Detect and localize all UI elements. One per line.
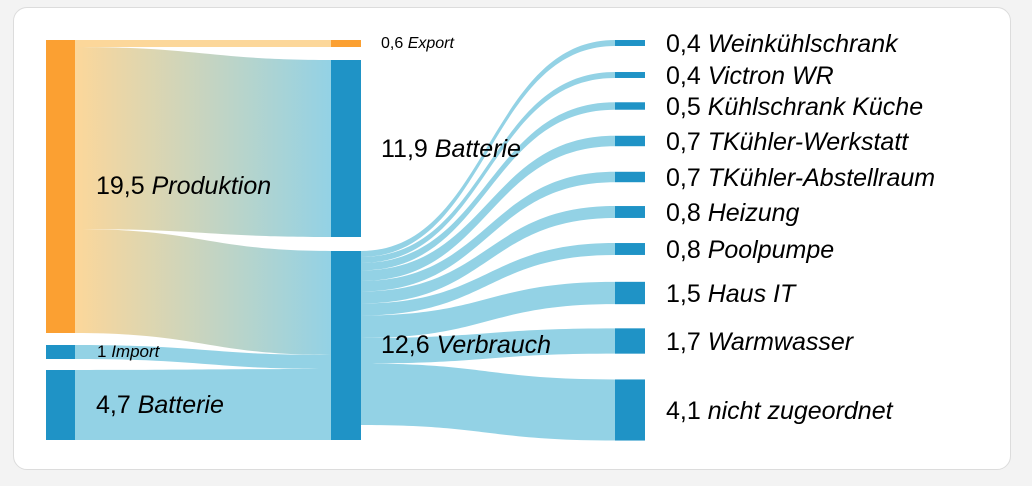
consumer-value: 0,8 — [666, 199, 708, 227]
consumer-value: 0,7 — [666, 164, 708, 192]
consumer-name: TKühler-Werkstatt — [708, 128, 910, 156]
label-produktion: 19,5 Produktion — [96, 172, 271, 200]
consumer-flows — [361, 40, 615, 441]
node-consumer-0[interactable] — [615, 40, 645, 46]
node-consumer-5[interactable] — [615, 206, 645, 218]
batterie-in-value: 4,7 — [96, 391, 131, 419]
label-batterie-out: 11,9 Batterie — [381, 135, 521, 163]
consumer-value: 1,7 — [666, 328, 708, 356]
consumer-value: 0,5 — [666, 93, 708, 121]
produktion-name: Produktion — [152, 172, 272, 200]
consumer-name: Poolpumpe — [708, 236, 834, 264]
label-batterie-in: 4,7 Batterie — [96, 391, 224, 419]
import-name: Import — [111, 342, 160, 361]
node-consumer-2[interactable] — [615, 102, 645, 110]
label-consumer-8: 1,7 Warmwasser — [666, 328, 855, 356]
flow-verbrauch-consumer-6[interactable] — [361, 243, 615, 316]
node-batterie-out[interactable] — [331, 60, 361, 237]
flow-verbrauch-consumer-5[interactable] — [361, 206, 615, 304]
flow-verbrauch-consumer-2[interactable] — [361, 102, 615, 271]
flow-verbrauch-consumer-7[interactable] — [361, 281, 615, 338]
verbrauch-value: 12,6 — [381, 331, 430, 359]
node-consumer-4[interactable] — [615, 171, 645, 183]
consumer-value: 0,4 — [666, 62, 708, 90]
consumer-name: nicht zugeordnet — [708, 397, 894, 425]
node-consumer-7[interactable] — [615, 281, 645, 305]
consumer-name: Warmwasser — [708, 328, 855, 356]
batterie-out-value: 11,9 — [381, 135, 428, 163]
node-produktion[interactable] — [46, 40, 75, 333]
consumer-name: Victron WR — [708, 62, 834, 90]
flow-import-verbrauch[interactable] — [75, 345, 331, 369]
node-consumer-3[interactable] — [615, 135, 645, 147]
label-import: 1 Import — [97, 342, 161, 361]
import-value: 1 — [97, 342, 106, 361]
flow-produktion-export[interactable] — [75, 40, 331, 47]
node-consumer-1[interactable] — [615, 72, 645, 78]
batterie-in-name: Batterie — [138, 391, 224, 419]
label-consumer-9: 4,1 nicht zugeordnet — [666, 397, 894, 425]
flow-produktion-batterie[interactable] — [75, 47, 331, 237]
consumer-name: Weinkühlschrank — [708, 30, 899, 58]
label-export: 0,6 Export — [381, 35, 455, 52]
node-verbrauch[interactable] — [331, 251, 361, 440]
consumer-value: 1,5 — [666, 280, 708, 308]
flow-verbrauch-consumer-8[interactable] — [361, 328, 615, 364]
produktion-value: 19,5 — [96, 172, 145, 200]
consumer-name: TKühler-Abstellraum — [708, 164, 935, 192]
consumer-value: 4,1 — [666, 397, 708, 425]
consumer-name: Kühlschrank Küche — [708, 93, 923, 121]
node-export[interactable] — [331, 40, 361, 47]
flow-verbrauch-consumer-0[interactable] — [361, 40, 615, 257]
batterie-out-name: Batterie — [435, 135, 521, 163]
node-batterie-in[interactable] — [46, 370, 75, 440]
node-import[interactable] — [46, 345, 75, 359]
node-consumer-8[interactable] — [615, 328, 645, 354]
flow-batterie-verbrauch[interactable] — [75, 369, 331, 440]
verbrauch-name: Verbrauch — [437, 331, 551, 359]
flow-produktion-verbrauch[interactable] — [75, 229, 331, 355]
flow-verbrauch-consumer-4[interactable] — [361, 171, 615, 292]
consumer-name: Heizung — [708, 199, 800, 227]
consumer-value: 0,7 — [666, 128, 708, 156]
label-consumer-5: 0,8 Heizung — [666, 199, 800, 227]
flow-verbrauch-consumer-3[interactable] — [361, 135, 615, 281]
export-value: 0,6 — [381, 35, 403, 52]
label-consumer-4: 0,7 TKühler-Abstellraum — [666, 164, 935, 192]
consumer-name: Haus IT — [708, 280, 797, 308]
label-consumer-6: 0,8 Poolpumpe — [666, 236, 834, 264]
label-verbrauch: 12,6 Verbrauch — [381, 331, 551, 359]
label-consumer-1: 0,4 Victron WR — [666, 62, 834, 90]
node-consumer-9[interactable] — [615, 379, 645, 441]
label-consumer-7: 1,5 Haus IT — [666, 280, 797, 308]
consumer-value: 0,4 — [666, 30, 708, 58]
label-consumer-2: 0,5 Kühlschrank Küche — [666, 93, 923, 121]
flow-verbrauch-consumer-1[interactable] — [361, 72, 615, 264]
source-flows — [75, 40, 331, 440]
consumer-value: 0,8 — [666, 236, 708, 264]
export-name: Export — [408, 35, 455, 52]
label-consumer-3: 0,7 TKühler-Werkstatt — [666, 128, 909, 156]
flow-verbrauch-consumer-9[interactable] — [361, 363, 615, 441]
consumer-nodes — [615, 40, 645, 441]
node-consumer-6[interactable] — [615, 243, 645, 255]
label-consumer-0: 0,4 Weinkühlschrank — [666, 30, 899, 58]
